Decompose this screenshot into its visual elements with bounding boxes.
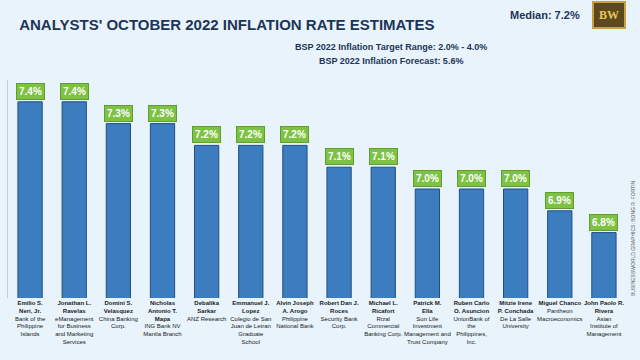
svg-text:Mitzie IreneP. ConchadaDe La S: Mitzie IreneP. ConchadaDe La SalleUniver… (498, 300, 534, 329)
svg-text:NicholasAntonio T.MapaING Bank: NicholasAntonio T.MapaING Bank NVManila … (143, 300, 181, 337)
svg-text:6.9%: 6.9% (548, 195, 571, 206)
svg-text:7.1%: 7.1% (328, 151, 351, 162)
svg-text:BW: BW (599, 8, 619, 22)
svg-text:7.4%: 7.4% (63, 86, 86, 97)
svg-text:7.4%: 7.4% (19, 86, 42, 97)
svg-text:7.2%: 7.2% (283, 129, 306, 140)
svg-text:BSP 2022 Inflation Target Rang: BSP 2022 Inflation Target Range: 2.0% - … (295, 42, 487, 52)
svg-text:Robert Dan J.RocesSecurity Ban: Robert Dan J.RocesSecurity BankCorp. (320, 300, 359, 329)
svg-text:BUSINESSWORLD GRAPHICS: BONG R: BUSINESSWORLD GRAPHICS: BONG R. FORTIN (630, 180, 636, 296)
svg-text:ANALYSTS' OCTOBER 2022 INFLATI: ANALYSTS' OCTOBER 2022 INFLATION RATE ES… (19, 16, 434, 33)
svg-text:Michael L.RicafortRizalCommerc: Michael L.RicafortRizalCommercialBanking… (364, 300, 402, 337)
svg-text:7.3%: 7.3% (107, 108, 130, 119)
svg-text:Patrick M.EllaSun LifeInvestme: Patrick M.EllaSun LifeInvestmentManageme… (404, 300, 451, 345)
svg-text:7.1%: 7.1% (372, 151, 395, 162)
svg-text:7.2%: 7.2% (195, 129, 218, 140)
svg-text:7.3%: 7.3% (151, 108, 174, 119)
svg-text:7.0%: 7.0% (416, 173, 439, 184)
svg-text:BSP 2022 Inflation Forecast: 5: BSP 2022 Inflation Forecast: 5.6% (319, 56, 463, 66)
svg-text:Jonathan L.RavelaseManagementf: Jonathan L.RavelaseManagementfor Busines… (55, 300, 94, 345)
svg-text:Domini S.VelasquezChina Bankin: Domini S.VelasquezChina BankingCorp. (99, 300, 138, 329)
svg-text:DebalikaSarkarANZ Research: DebalikaSarkarANZ Research (187, 300, 226, 322)
svg-text:7.0%: 7.0% (504, 173, 527, 184)
svg-text:Ruben CarloO. AsuncionUnionBan: Ruben CarloO. AsuncionUnionBank ofthePhi… (453, 300, 489, 345)
svg-text:7.2%: 7.2% (239, 129, 262, 140)
svg-text:6.8%: 6.8% (592, 217, 615, 228)
svg-text:Emilio S.Neri, Jr.Bank of theP: Emilio S.Neri, Jr.Bank of thePhilippineI… (15, 300, 46, 337)
svg-text:Median: 7.2%: Median: 7.2% (510, 9, 580, 21)
svg-text:7.0%: 7.0% (460, 173, 483, 184)
svg-text:Emmanuel J.LopezColegio de San: Emmanuel J.LopezColegio de SanJuan de Le… (230, 300, 271, 345)
svg-text:John Paolo R.RiveraAsianInstit: John Paolo R.RiveraAsianInstitute ofMana… (584, 300, 624, 337)
svg-text:Alvin JosephA. ArogoPhilippine: Alvin JosephA. ArogoPhilippineNational B… (276, 300, 314, 329)
svg-text:Miguel ChancoPantheonMacroecon: Miguel ChancoPantheonMacroeconomics (537, 300, 582, 322)
